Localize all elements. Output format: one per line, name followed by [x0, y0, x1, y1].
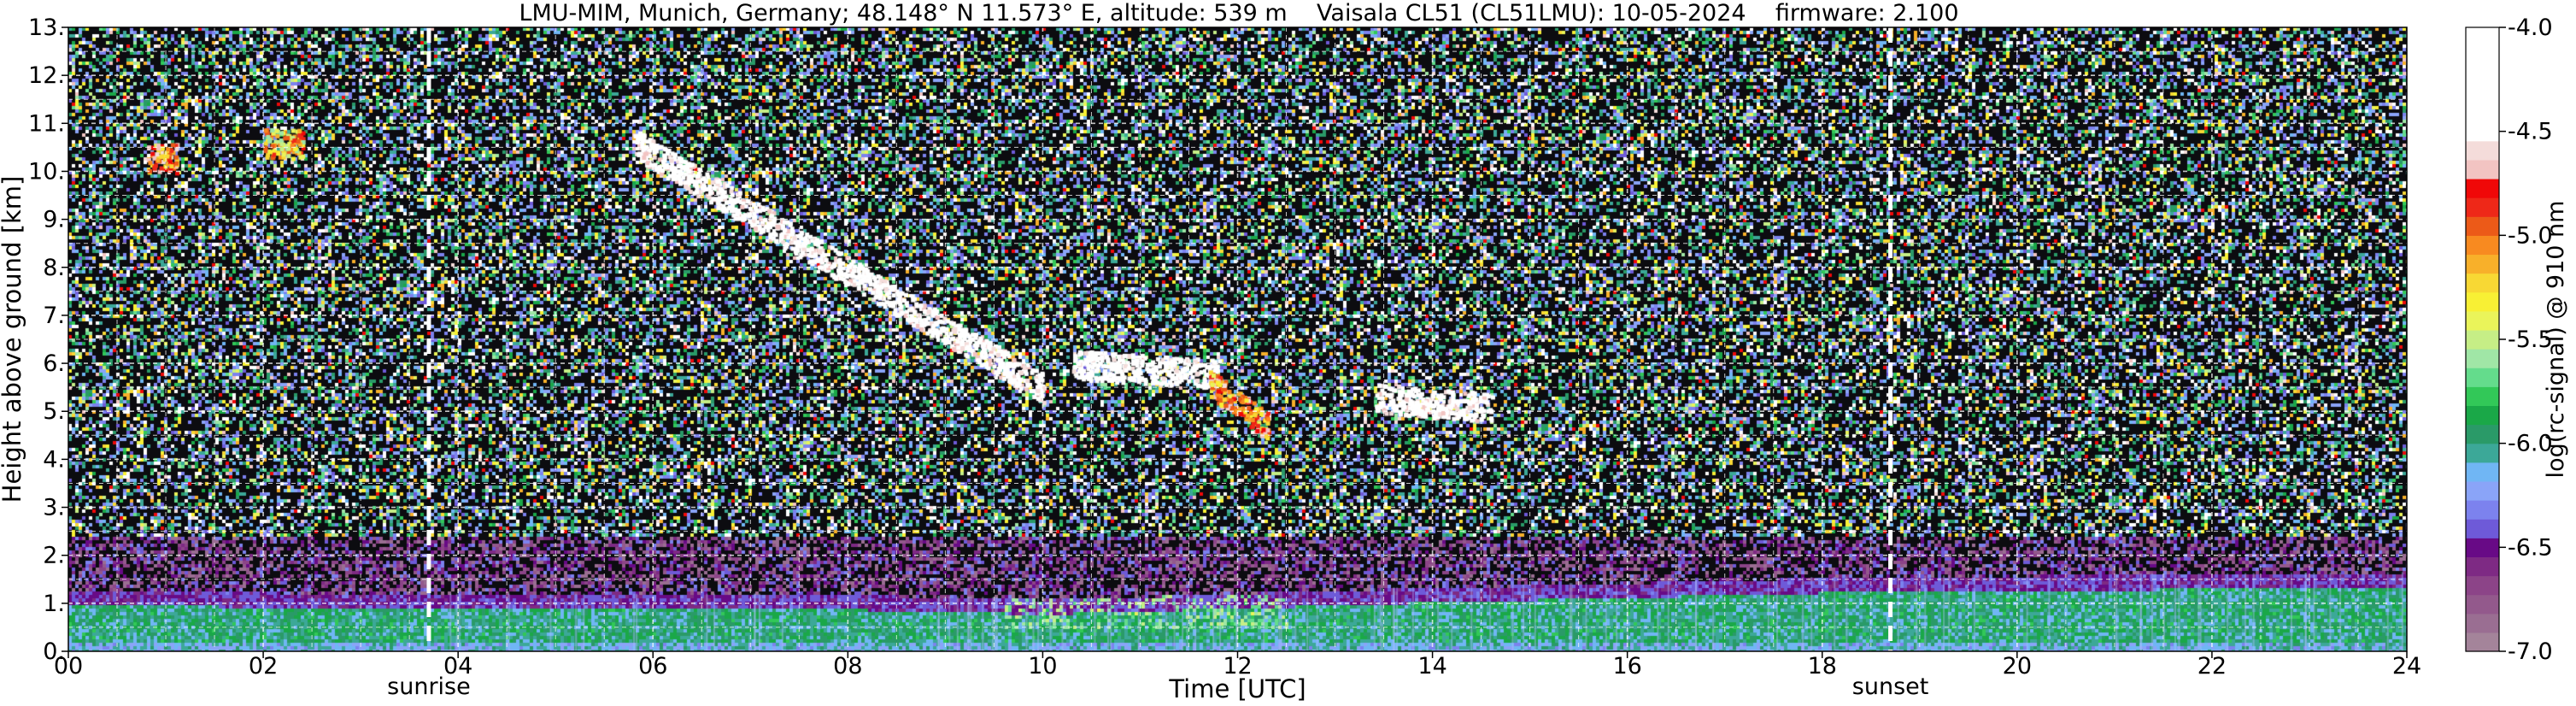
- colorbar-segment: [2466, 480, 2499, 501]
- x-axis-label: Time [UTC]: [1168, 674, 1306, 703]
- x-tick-label: 00: [54, 653, 83, 680]
- colorbar-segment: [2466, 556, 2499, 577]
- colorbar-segment: [2466, 329, 2499, 350]
- colorbar-segment: [2466, 27, 2499, 47]
- colorbar-segment: [2466, 519, 2499, 538]
- y-tick-label: 11.: [28, 110, 65, 137]
- colorbar-label: log(rc-signal) @ 910 nm: [2543, 201, 2569, 479]
- colorbar-tick-label: -6.5: [2508, 534, 2553, 561]
- y-tick-label: 4.: [43, 446, 65, 473]
- colorbar-segment: [2466, 386, 2499, 407]
- colorbar-segment: [2466, 291, 2499, 312]
- x-tick-label: 18: [1808, 653, 1837, 680]
- colorbar-segment: [2466, 65, 2499, 85]
- colorbar-segment: [2466, 632, 2499, 652]
- y-tick-label: 7.: [43, 303, 65, 329]
- y-tick-label: 9.: [43, 207, 65, 233]
- colorbar-segment: [2466, 178, 2499, 198]
- grid-lines: [68, 27, 2407, 651]
- y-tick-label: 1.: [43, 591, 65, 617]
- y-tick-label: 5.: [43, 398, 65, 425]
- x-tick-label: 16: [1612, 653, 1641, 680]
- colorbar-segment: [2466, 159, 2499, 179]
- y-tick-label: 0.: [43, 638, 65, 665]
- x-tick-label: 08: [833, 653, 862, 680]
- colorbar-segment: [2466, 103, 2499, 123]
- x-tick-label: 04: [443, 653, 472, 680]
- y-tick-label: 13.: [28, 15, 65, 41]
- colorbar-tick-label: -7.0: [2508, 638, 2553, 665]
- x-tick-label: 02: [249, 653, 278, 680]
- plot-area: [68, 27, 2407, 651]
- colorbar-segment: [2466, 405, 2499, 426]
- colorbar-segment: [2466, 538, 2499, 557]
- colorbar-segment: [2466, 46, 2499, 66]
- colorbar-segment: [2466, 594, 2499, 615]
- x-tick-label: 14: [1417, 653, 1446, 680]
- y-tick-label: 10.: [28, 158, 65, 185]
- y-tick-label: 8.: [43, 255, 65, 281]
- colorbar-segment: [2466, 121, 2499, 142]
- colorbar-segment: [2466, 443, 2499, 463]
- colorbar-segment: [2466, 197, 2499, 217]
- x-tick-label: 24: [2392, 653, 2421, 680]
- colorbar-segment: [2466, 500, 2499, 520]
- x-tick-label: 06: [638, 653, 667, 680]
- y-tick-label: 6.: [43, 350, 65, 377]
- y-axis-label: Height above ground [km]: [0, 176, 26, 503]
- colorbar-segment: [2466, 462, 2499, 482]
- colorbar-segment: [2466, 235, 2499, 256]
- colorbar-tick-label: -4.5: [2508, 119, 2553, 145]
- y-tick-label: 12.: [28, 62, 65, 89]
- x-tick-label: 20: [2003, 653, 2032, 680]
- colorbar-tick-label: -4.0: [2508, 15, 2553, 41]
- x-tick-label: 22: [2198, 653, 2227, 680]
- sun-event-lines: [426, 27, 1893, 651]
- x-tick-label: 10: [1028, 653, 1057, 680]
- y-tick-label: 3.: [43, 495, 65, 521]
- x-axis: 00 02 04 06 08 10 12 14 16 18 20 22 24: [54, 651, 2421, 680]
- sun-event-label: sunrise: [387, 674, 471, 700]
- colorbar-segment: [2466, 273, 2499, 293]
- x-tick-label: 12: [1223, 653, 1252, 680]
- colorbar-segment: [2466, 254, 2499, 274]
- colorbar-segment: [2466, 216, 2499, 236]
- y-tick-label: 2.: [43, 543, 65, 569]
- colorbar-segment: [2466, 575, 2499, 596]
- sun-event-label: sunset: [1852, 674, 1929, 700]
- colorbar-ticks: -7.0 -6.5 -6.0 -5.5 -5.0 -4.5 -4.0: [2499, 15, 2553, 665]
- colorbar-segment: [2466, 349, 2499, 368]
- colorbar: [2465, 26, 2500, 652]
- sun-event-labels: sunrise sunset: [387, 674, 1928, 700]
- colorbar-tick-label: -6.0: [2508, 431, 2553, 457]
- colorbar-segment: [2466, 140, 2499, 161]
- colorbar-tick-label: -5.0: [2508, 222, 2553, 249]
- colorbar-segment: [2466, 84, 2499, 104]
- colorbar-segment: [2466, 368, 2499, 387]
- y-axis: 0. 1. 2. 3. 4. 5. 6. 7. 8. 9. 10. 11. 12. 13.: [28, 15, 68, 665]
- colorbar-tick-label: -5.5: [2508, 327, 2553, 353]
- colorbar-segment: [2466, 613, 2499, 633]
- colorbar-segment: [2466, 424, 2499, 444]
- colorbar-segment: [2466, 310, 2499, 331]
- chart-title: LMU-MIM, Munich, Germany; 48.148° N 11.5…: [519, 0, 1958, 26]
